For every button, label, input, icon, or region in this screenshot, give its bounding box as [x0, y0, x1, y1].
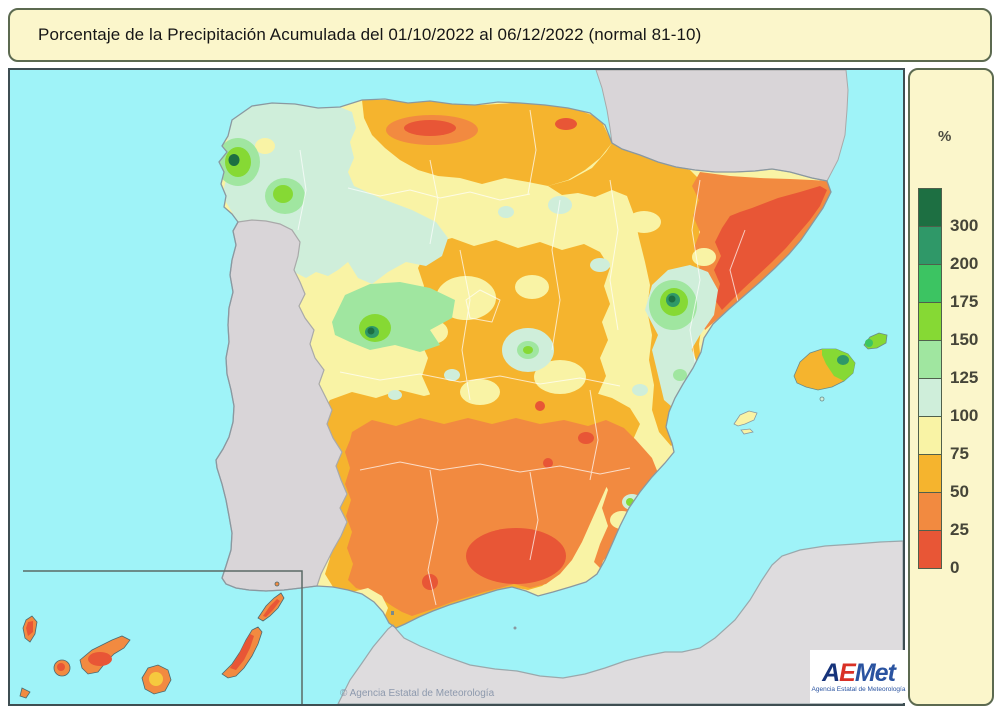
- canary-inset: [19, 570, 303, 704]
- legend-band: 75: [918, 416, 969, 463]
- legend-panel: % 300 200 175 150 125 100 75 50 25 0: [908, 68, 994, 706]
- legend-band: 25: [918, 492, 969, 539]
- aemet-logo: AEMet Agencia Estatal de Meteorología: [810, 650, 907, 703]
- legend-band-label: 200: [950, 254, 979, 273]
- legend-band: 200: [918, 226, 978, 273]
- legend-swatch: [918, 188, 942, 227]
- legend-band-label: 150: [950, 330, 979, 349]
- aemet-logo-subtitle: Agencia Estatal de Meteorología: [811, 685, 906, 693]
- coastline: [215, 98, 832, 629]
- legend-swatch: [918, 530, 942, 569]
- cabrera-island: [819, 396, 825, 402]
- legend-band: 150: [918, 302, 978, 349]
- la-graciosa-island: [274, 581, 280, 587]
- legend-scale: 300 200 175 150 125 100 75 50 25 0: [918, 188, 978, 577]
- el-hierro-island: [19, 687, 31, 699]
- legend-band: 100: [918, 378, 978, 425]
- legend-band: 50: [918, 454, 969, 501]
- legend-swatch: [918, 492, 942, 531]
- legend-swatch: [918, 454, 942, 493]
- legend-band-label: 125: [950, 368, 979, 387]
- map-panel: © Agencia Estatal de Meteorología AEMet …: [8, 68, 907, 706]
- legend-swatch: [918, 378, 942, 417]
- aemet-logo-text: AEMet: [822, 658, 896, 687]
- attribution-text: © Agencia Estatal de Meteorología: [340, 688, 495, 699]
- legend-band-label: 100: [950, 406, 979, 425]
- legend-swatch: [918, 302, 942, 341]
- legend-swatch: [918, 340, 942, 379]
- spain-precipitation-map: [10, 70, 903, 704]
- gibraltar: [391, 611, 394, 615]
- province-borders: [297, 109, 746, 606]
- legend-band-label: 0: [950, 558, 960, 577]
- alboran-island: [513, 626, 517, 630]
- legend-band-label: 25: [950, 520, 969, 539]
- legend-band: 300: [918, 188, 978, 235]
- legend-band: 125: [918, 340, 978, 387]
- legend-swatch: [918, 226, 942, 265]
- legend-band-label: 175: [950, 292, 979, 311]
- map-title: Porcentaje de la Precipitación Acumulada…: [38, 25, 702, 44]
- map-title-bar: Porcentaje de la Precipitación Acumulada…: [8, 8, 992, 62]
- ibiza-island: [733, 410, 758, 427]
- legend-unit-label: %: [938, 128, 952, 145]
- zone-0-25: [404, 118, 827, 590]
- legend-band-label: 300: [950, 216, 979, 235]
- canary-inset-border: [23, 570, 303, 704]
- legend-band: 175: [918, 264, 978, 311]
- formentera-island: [740, 428, 754, 435]
- legend-band-label: 50: [950, 482, 969, 501]
- balearic-islands: [733, 332, 888, 435]
- legend-swatch: [918, 264, 942, 303]
- legend-swatch: [918, 416, 942, 455]
- legend-band-label: 75: [950, 444, 969, 463]
- legend-band: 0: [918, 530, 959, 577]
